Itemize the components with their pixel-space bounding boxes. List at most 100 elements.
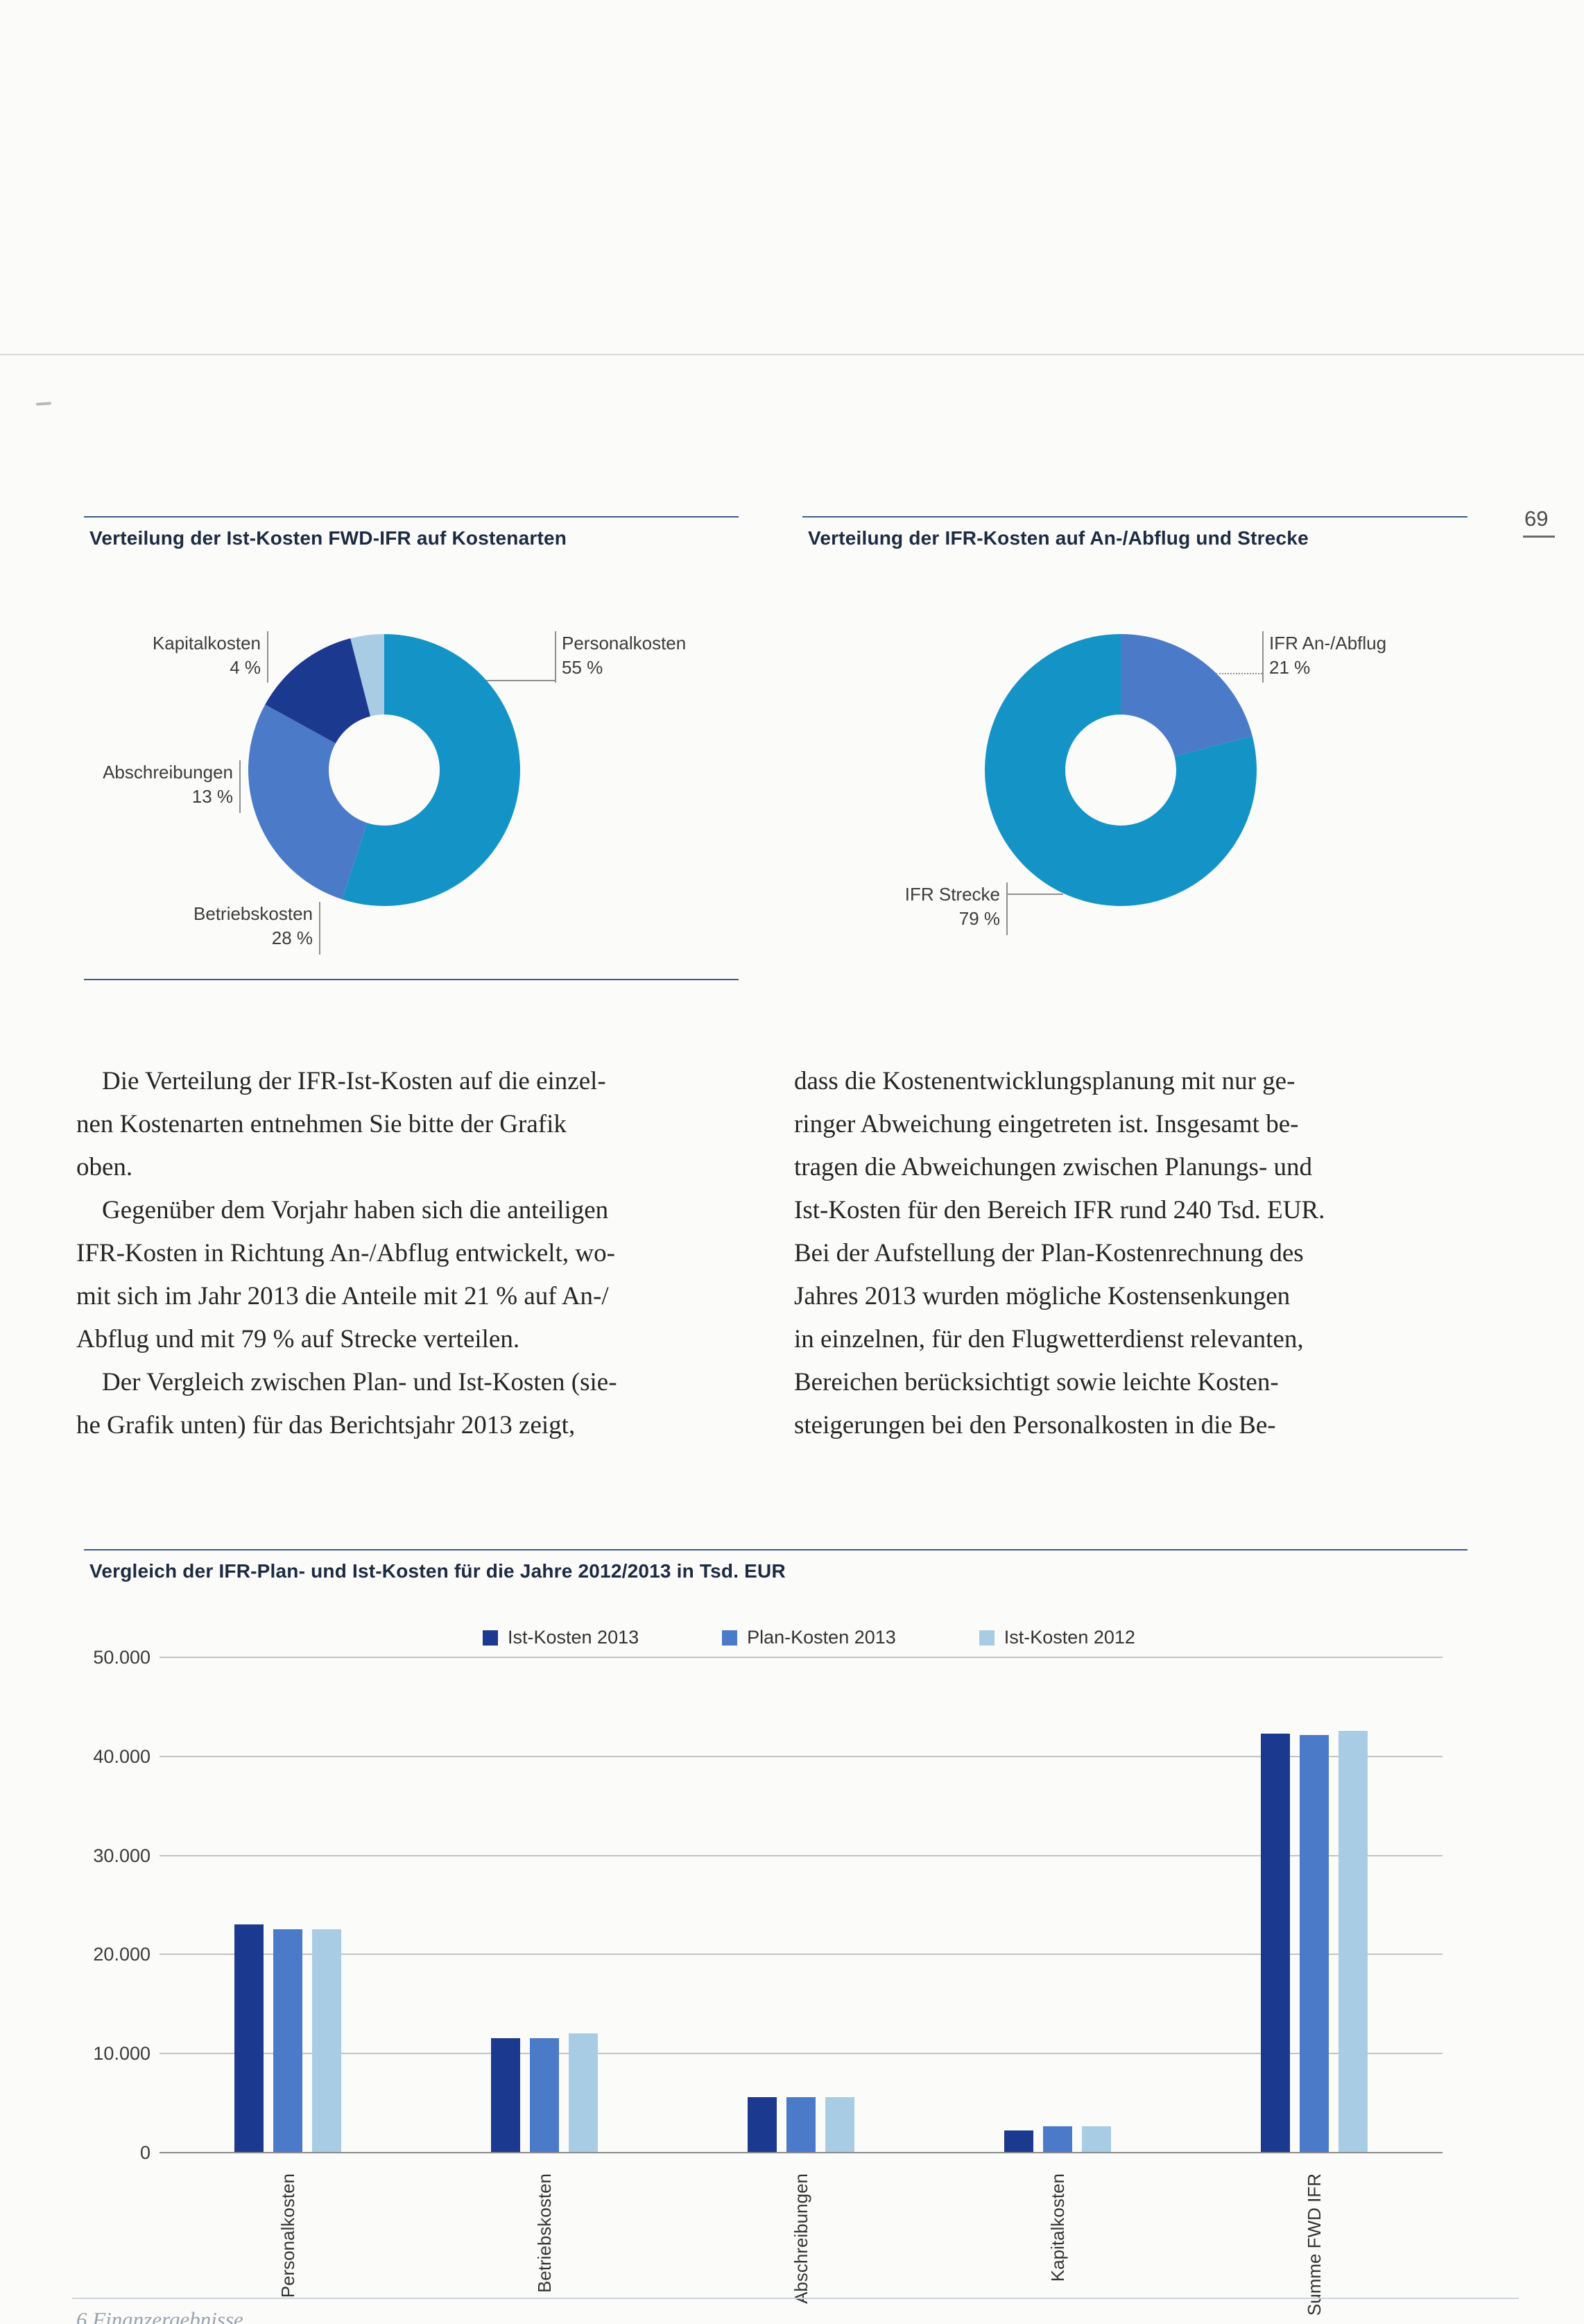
bar-ist-kosten-2013-betriebskosten (491, 2037, 520, 2152)
donut-label-name: Abschreibungen (103, 762, 233, 783)
y-tick-label: 10.000 (93, 2043, 150, 2065)
text-line: oben. (76, 1153, 133, 1181)
donut-label-name: Kapitalkosten (152, 633, 261, 653)
leader-line (555, 631, 556, 683)
donut-label-strecke: IFR Strecke 79 % (844, 882, 1000, 931)
chart-title-right: Verteilung der IFR-Kosten auf An-/Abflug… (808, 527, 1309, 549)
legend-swatch-plan-2013 (722, 1630, 738, 1646)
legend-label: Plan-Kosten 2013 (747, 1627, 896, 1648)
donut-label-pct: 55 % (562, 657, 603, 678)
leader-line (239, 760, 241, 813)
leader-line (486, 680, 555, 681)
bar-plan-kosten-2013-betriebskosten (530, 2037, 559, 2152)
x-axis-label-betriebskosten: Betriebskosten (534, 2173, 555, 2293)
leader-line (1008, 894, 1063, 895)
text-line: Gegenüber dem Vorjahr haben sich die ant… (76, 1196, 609, 1224)
x-axis-label-abschreibungen: Abschreibungen (791, 2173, 811, 2304)
legend-item-ist-2012: Ist-Kosten 2012 (979, 1627, 1135, 1648)
panel-rule (802, 516, 1467, 518)
y-tick-label: 40.000 (93, 1745, 150, 1767)
text-line: Der Vergleich zwischen Plan- und Ist-Kos… (76, 1368, 617, 1396)
y-tick-label: 0 (139, 2142, 150, 2163)
donut-slice-ifr-strecke (985, 634, 1257, 906)
text-line: he Grafik unten) für das Berichtsjahr 20… (76, 1411, 576, 1439)
donut-slice-betriebskosten (248, 704, 368, 900)
body-text-column-2: dass die Kostenentwicklungsplanung mit n… (794, 1060, 1474, 1447)
panel-rule (84, 516, 739, 518)
bar-ist-kosten-2013-summe-fwd-ifr (1261, 1734, 1290, 2152)
donut-label-name: Personalkosten (562, 633, 687, 653)
donut-label-pct: 79 % (958, 908, 1000, 929)
donut-chart-right (985, 634, 1257, 906)
bar-chart-title: Vergleich der IFR-Plan- und Ist-Kosten f… (89, 1560, 786, 1582)
donut-slice-kapitalkosten (350, 634, 384, 717)
x-axis-label-summe-fwd-ifr: Summe FWD IFR (1304, 2173, 1325, 2316)
y-tick-label: 30.000 (93, 1845, 150, 1866)
donut-slice-personalkosten (342, 634, 520, 906)
bar-chart-legend: Ist-Kosten 2013 Plan-Kosten 2013 Ist-Kos… (483, 1627, 1135, 1648)
gridline (160, 1657, 1443, 1658)
top-divider (0, 354, 1584, 355)
text-line: nen Kostenarten entnehmen Sie bitte der … (76, 1110, 567, 1138)
text-line: mit sich im Jahr 2013 die Anteile mit 21… (76, 1282, 609, 1310)
leader-line (1006, 882, 1008, 935)
donut-chart-left (248, 634, 520, 906)
leader-line (267, 631, 268, 683)
bar-ist-kosten-2012-abschreibungen (825, 2097, 854, 2152)
panel-rule (84, 979, 739, 980)
y-tick-label: 50.000 (93, 1647, 150, 1668)
bar-chart-panel: Vergleich der IFR-Plan- und Ist-Kosten f… (84, 1549, 1467, 2316)
page-number: 69 (1523, 506, 1556, 538)
donut-label-pct: 4 % (230, 657, 261, 678)
leader-line (1216, 673, 1262, 674)
bar-plan-kosten-2013-summe-fwd-ifr (1300, 1734, 1329, 2152)
legend-item-ist-2013: Ist-Kosten 2013 (483, 1627, 639, 1648)
donut-label-personalkosten: Personalkosten 55 % (562, 631, 742, 680)
text-line: ringer Abweichung eingetreten ist. Insge… (794, 1110, 1299, 1138)
bar-plan-kosten-2013-abschreibungen (786, 2097, 816, 2152)
bar-ist-kosten-2012-betriebskosten (569, 2033, 598, 2152)
donut-label-anabflug: IFR An-/Abflug 21 % (1269, 631, 1456, 680)
text-line: Bei der Aufstellung der Plan-Kostenrechn… (794, 1239, 1304, 1267)
leader-line (1262, 631, 1264, 683)
gridline (160, 1954, 1443, 1956)
donut-label-betriebskosten: Betriebskosten 28 % (157, 902, 313, 950)
text-line: Abflug und mit 79 % auf Strecke verteile… (76, 1325, 520, 1353)
donut-panel-right: Verteilung der IFR-Kosten auf An-/Abflug… (802, 516, 1467, 980)
donut-label-pct: 13 % (191, 786, 233, 807)
text-line: Jahres 2013 wurden mögliche Kostensenkun… (794, 1282, 1291, 1310)
bar-plan-kosten-2013-personalkosten (273, 1929, 302, 2152)
legend-item-plan-2013: Plan-Kosten 2013 (722, 1627, 896, 1648)
bar-ist-kosten-2013-abschreibungen (748, 2097, 777, 2152)
legend-swatch-ist-2012 (979, 1630, 995, 1646)
body-text-column-1: Die Verteilung der IFR-Ist-Kosten auf di… (76, 1060, 746, 1447)
text-line: Bereichen berücksichtigt sowie leichte K… (794, 1368, 1279, 1396)
footer-divider (72, 2298, 1519, 2299)
gridline (160, 1755, 1443, 1757)
bar-ist-kosten-2013-personalkosten (234, 1924, 264, 2152)
text-line: Die Verteilung der IFR-Ist-Kosten auf di… (76, 1067, 606, 1095)
text-line: IFR-Kosten in Richtung An-/Abflug entwic… (76, 1239, 615, 1267)
x-axis-label-kapitalkosten: Kapitalkosten (1047, 2173, 1068, 2282)
legend-label: Ist-Kosten 2013 (508, 1627, 639, 1648)
text-line: Ist-Kosten für den Bereich IFR rund 240 … (794, 1196, 1325, 1224)
leader-line (319, 902, 320, 955)
text-line: in einzelnen, für den Flugwetterdienst r… (794, 1325, 1304, 1353)
bar-ist-kosten-2012-kapitalkosten (1082, 2126, 1111, 2152)
y-tick-label: 20.000 (93, 1944, 150, 1965)
donut-label-abschreibungen: Abschreibungen 13 % (91, 760, 233, 809)
donut-label-name: Betriebskosten (193, 903, 313, 924)
donut-label-name: IFR An-/Abflug (1269, 633, 1387, 653)
legend-swatch-ist-2013 (483, 1630, 498, 1646)
bar-ist-kosten-2012-summe-fwd-ifr (1338, 1731, 1368, 2152)
donut-label-kapitalkosten: Kapitalkosten 4 % (122, 631, 261, 680)
donut-slice-ifr-an-abflug (1121, 634, 1252, 757)
x-axis-label-personalkosten: Personalkosten (277, 2173, 298, 2298)
donut-label-name: IFR Strecke (904, 884, 1000, 905)
donut-label-pct: 28 % (271, 928, 313, 948)
text-line: tragen die Abweichungen zwischen Planung… (794, 1153, 1313, 1181)
donut-panel-left: Verteilung der Ist-Kosten FWD-IFR auf Ko… (84, 516, 739, 980)
bar-ist-kosten-2013-kapitalkosten (1004, 2130, 1033, 2152)
bar-plan-kosten-2013-kapitalkosten (1043, 2126, 1072, 2152)
scan-artifact (35, 402, 52, 406)
